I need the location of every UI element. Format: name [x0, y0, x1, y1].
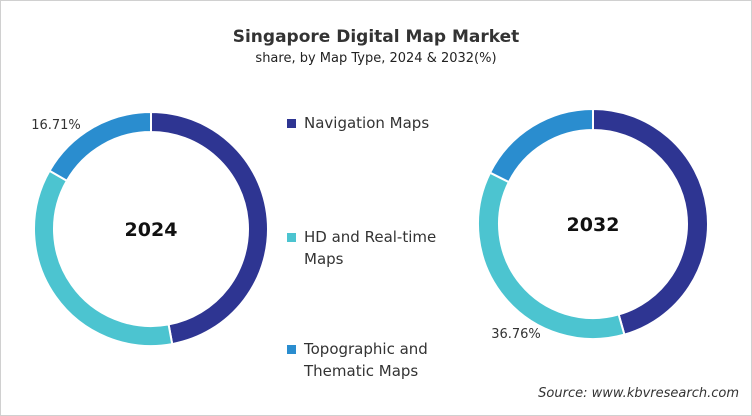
data-label: 36.76%: [491, 327, 541, 342]
legend-item-topographic: Topographic and Thematic Maps: [287, 338, 437, 382]
chart-subtitle: share, by Map Type, 2024 & 2032(%): [255, 51, 497, 66]
source-note: Source: www.kbvresearch.com: [538, 386, 739, 401]
legend-label: HD and Real-time Maps: [304, 228, 437, 268]
legend-swatch: [287, 233, 296, 242]
donut-slice-2032-2: [488, 107, 594, 184]
donut-slice-2024-2: [48, 110, 152, 183]
donut-center-label: 2024: [125, 219, 178, 241]
legend-swatch: [287, 119, 296, 128]
chart-title: Singapore Digital Map Market: [232, 27, 520, 47]
legend-item-navigation: Navigation Maps: [287, 112, 429, 134]
legend-label: Navigation Maps: [304, 114, 430, 132]
data-label: 16.71%: [31, 118, 81, 133]
donut-slice-2032-1: [477, 171, 626, 340]
donut-slice-2024-1: [33, 169, 174, 347]
legend-item-hd: HD and Real-time Maps: [287, 226, 437, 270]
legend-label: Topographic and Thematic Maps: [304, 340, 428, 380]
donut-center-label: 2032: [567, 214, 620, 236]
legend-swatch: [287, 345, 296, 354]
